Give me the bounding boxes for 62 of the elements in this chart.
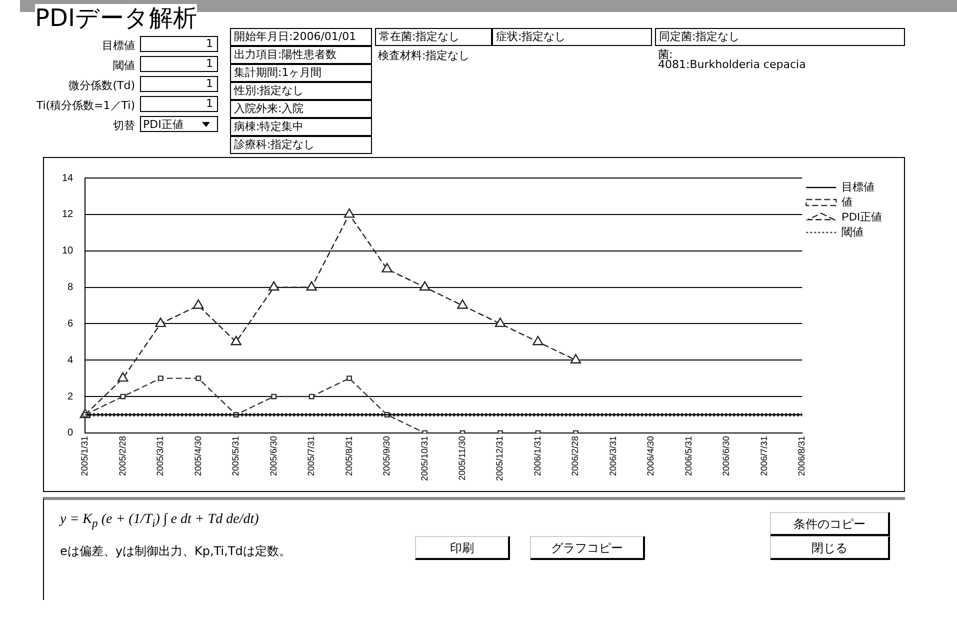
- text: 常在菌:指定なし: [375, 28, 492, 46]
- text: 症状:指定なし: [492, 28, 652, 46]
- text: 性別:指定なし: [230, 82, 372, 100]
- x-tick-label: 2006/6/30: [721, 436, 732, 476]
- y-tick-label: 2: [68, 391, 74, 402]
- text: 同定菌:指定なし: [655, 28, 905, 46]
- text: 1: [140, 96, 218, 112]
- legend-label: 閾値: [842, 226, 864, 239]
- x-tick-label: 2006/3/31: [608, 436, 618, 476]
- text: 切替: [112, 118, 135, 133]
- text: 1: [140, 76, 218, 92]
- x-tick-label: 2006/8/31: [796, 436, 807, 476]
- text: 条件のコピー: [770, 512, 890, 536]
- x-tick-label: 2005/12/31: [494, 436, 505, 482]
- text: グラフコピー: [530, 536, 645, 560]
- x-tick-label: 2005/1/31: [80, 436, 90, 476]
- text: 集計期間:1ヶ月間: [230, 64, 372, 82]
- x-tick-label: 2005/11/30: [456, 436, 467, 480]
- text: 検査材料:指定なし: [378, 48, 470, 63]
- text: 4081:Burkholderia cepacia: [658, 58, 806, 71]
- x-tick-label: 2005/7/31: [306, 436, 316, 476]
- y-tick-label: 4: [68, 354, 74, 366]
- x-tick-label: 2006/7/31: [758, 436, 769, 476]
- x-tick-label: 2006/5/31: [683, 436, 694, 476]
- x-tick-label: 2006/1/31: [532, 436, 542, 476]
- text: eは偏差、yは制御出力、Kp,Ti,Tdは定数。: [60, 543, 291, 560]
- y-tick-label: 0: [68, 428, 74, 439]
- text: 入院外来:入院: [230, 100, 372, 118]
- y-tick-label: 6: [68, 318, 74, 330]
- y-tick-label: 10: [62, 246, 74, 257]
- legend-label: 目標値: [842, 182, 875, 194]
- text: 開始年月日:2006/01/01: [230, 28, 372, 46]
- x-tick-label: 2005/9/30: [382, 436, 392, 476]
- chart-title: PDIデータ解析: [35, 4, 198, 32]
- x-tick-label: 2005/5/31: [230, 436, 241, 476]
- x-tick-label: 2005/6/30: [268, 436, 278, 476]
- text: 閉じる: [770, 536, 890, 560]
- x-tick-label: 2006/4/30: [646, 436, 656, 476]
- y-tick-label: 14: [62, 172, 74, 184]
- text: 1: [140, 36, 218, 52]
- text: 菌:: [658, 47, 673, 61]
- x-tick-label: 2006/2/28: [570, 436, 580, 476]
- y-tick-label: 8: [68, 282, 74, 294]
- x-tick-label: 2005/2/28: [117, 436, 128, 476]
- text: 病棟:特定集中: [230, 118, 372, 136]
- text: 微分係数(Td): [68, 78, 135, 93]
- x-tick-label: 2005/4/30: [192, 436, 203, 476]
- y-tick-label: 12: [62, 209, 74, 220]
- text: PDI正値: [140, 116, 218, 132]
- text: Ti(積分係数=1／Ti): [35, 98, 135, 113]
- legend-label: 値: [842, 196, 853, 209]
- x-tick-label: 2005/3/31: [155, 436, 166, 476]
- legend-label: PDI正値: [842, 212, 882, 224]
- text: 1: [140, 56, 218, 72]
- text: y = K$_{p}$ (e + (1/T$_{i}$) ∫ e dt + Td de/dt): [60, 512, 259, 530]
- text: 閾値: [112, 58, 135, 73]
- text: 目標値: [101, 38, 135, 53]
- text: 診療科:指定なし: [230, 136, 372, 154]
- text: 印刷: [415, 536, 510, 560]
- x-tick-label: 2005/8/31: [344, 436, 354, 476]
- x-tick-label: 2005/10/31: [419, 436, 430, 482]
- text: 出力項目:陽性患者数: [230, 46, 372, 64]
